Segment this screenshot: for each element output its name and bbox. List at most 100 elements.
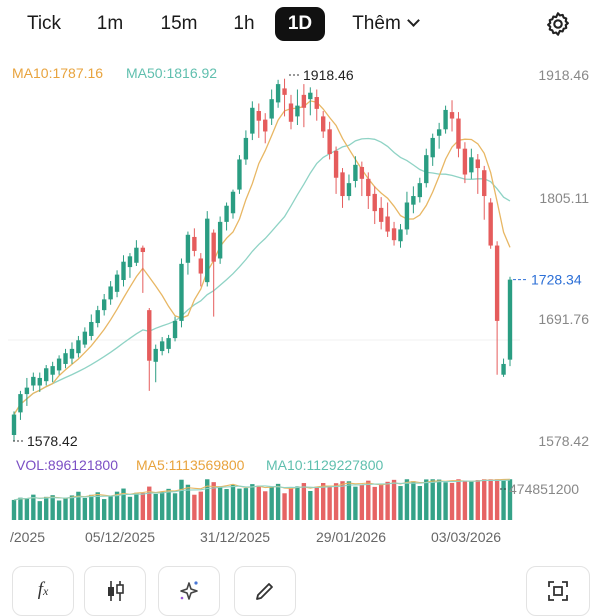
tab-1d[interactable]: 1D	[275, 7, 325, 41]
candle-body	[475, 159, 480, 169]
volume-bar	[359, 484, 365, 520]
volume-bar	[295, 486, 300, 520]
volume-bar	[398, 486, 403, 520]
candle-body	[153, 348, 158, 362]
candle-body	[179, 263, 184, 321]
tab-more[interactable]: Thêm	[337, 7, 433, 41]
candle-body	[359, 166, 365, 179]
volume-bar	[288, 487, 294, 520]
candle-body	[44, 368, 49, 382]
volume-bar	[243, 488, 249, 520]
candle-body	[449, 112, 455, 119]
volume-bar	[50, 495, 55, 520]
candle-body	[494, 245, 500, 321]
candle-body	[295, 105, 300, 117]
volume-bar	[217, 486, 223, 520]
volume-bar	[353, 486, 358, 520]
function-icon: fx	[37, 579, 49, 600]
volume-bar	[308, 490, 313, 520]
candle-body	[166, 338, 171, 349]
candlestick-icon	[108, 581, 124, 601]
volume-bar	[346, 481, 352, 520]
candle-body	[501, 363, 506, 375]
volume-bar	[501, 479, 506, 520]
candle-body	[391, 228, 397, 241]
candle-body	[327, 129, 332, 155]
volume-bar	[366, 480, 371, 520]
volume-bar	[37, 501, 42, 520]
interval-tabs: Tick 1m 15m 1h 1D Thêm	[0, 0, 600, 48]
price-chart[interactable]: MA10:1787.16 MA50:1816.92 1918.46 1805.1…	[0, 0, 600, 560]
high-price-label: 1918.46	[303, 67, 354, 83]
candle-body	[385, 216, 390, 232]
volume-bar	[198, 491, 203, 520]
volume-ma-path	[13, 479, 511, 501]
candle-body	[507, 279, 513, 360]
candle-body	[482, 170, 487, 197]
candle-body	[404, 202, 410, 230]
volume-bar	[333, 483, 339, 520]
tab-tick[interactable]: Tick	[26, 13, 62, 34]
candle-body	[308, 92, 313, 100]
candle-body	[436, 129, 442, 136]
gear-icon[interactable]	[544, 10, 572, 38]
candle-body	[101, 299, 107, 311]
volume-bar	[69, 495, 75, 520]
candle-body	[488, 202, 493, 246]
volume-bar	[378, 484, 384, 520]
candle-body	[69, 348, 75, 359]
candle-body	[108, 286, 113, 300]
volume-bar	[469, 481, 474, 520]
volume-bar	[237, 488, 242, 520]
volume-bar	[488, 479, 493, 520]
volume-bar	[230, 484, 236, 520]
tab-more-label: Thêm	[352, 13, 401, 34]
candle-body	[353, 164, 358, 181]
y-tick-label: 1805.11	[539, 190, 589, 206]
draw-button[interactable]	[234, 566, 296, 616]
candle-body	[250, 107, 255, 134]
volume-bar	[134, 492, 139, 520]
candle-body	[378, 207, 384, 222]
volume-bar	[147, 486, 152, 520]
screenshot-button[interactable]	[526, 566, 590, 616]
volume-bar	[44, 496, 49, 520]
candle-body	[366, 178, 371, 197]
tab-1m[interactable]: 1m	[96, 13, 124, 34]
y-tick-label: 1918.46	[538, 67, 589, 83]
candle-body	[127, 256, 133, 268]
ai-button[interactable]	[158, 566, 220, 616]
tab-15m[interactable]: 15m	[160, 13, 198, 34]
candle-body	[185, 234, 191, 263]
volume-bar	[404, 479, 410, 520]
x-tick-label: 05/12/2025	[85, 529, 155, 545]
volume-label: VOL:896121800	[16, 457, 118, 473]
candle-body	[372, 193, 377, 212]
screenshot-icon	[548, 581, 568, 601]
volume-bar	[391, 479, 397, 520]
candle-body	[50, 366, 55, 375]
candle-body	[424, 155, 429, 184]
ma10-line	[13, 100, 511, 415]
candle-body	[462, 148, 468, 175]
volume-bar	[31, 494, 36, 520]
tab-1h[interactable]: 1h	[233, 13, 255, 34]
ma10-path	[13, 100, 511, 415]
ma50-line	[13, 137, 511, 415]
volume-bar	[282, 493, 287, 520]
candle-body	[76, 340, 81, 354]
volume-ma10-label: MA10:1129227800	[266, 457, 383, 473]
chart-type-button[interactable]	[84, 566, 146, 616]
candle-body	[56, 358, 62, 371]
volume-bar	[159, 491, 165, 520]
candle-body	[263, 119, 268, 132]
indicator-button[interactable]: fx	[12, 566, 74, 616]
volume-bar	[127, 496, 133, 520]
volume-bar	[475, 480, 480, 520]
volume-bar	[301, 483, 307, 520]
ma10-label: MA10:1787.16	[12, 65, 103, 81]
volume-bar	[166, 488, 171, 520]
volume-bar	[411, 481, 416, 520]
candle-body	[134, 247, 139, 263]
volume-bar	[172, 493, 178, 520]
